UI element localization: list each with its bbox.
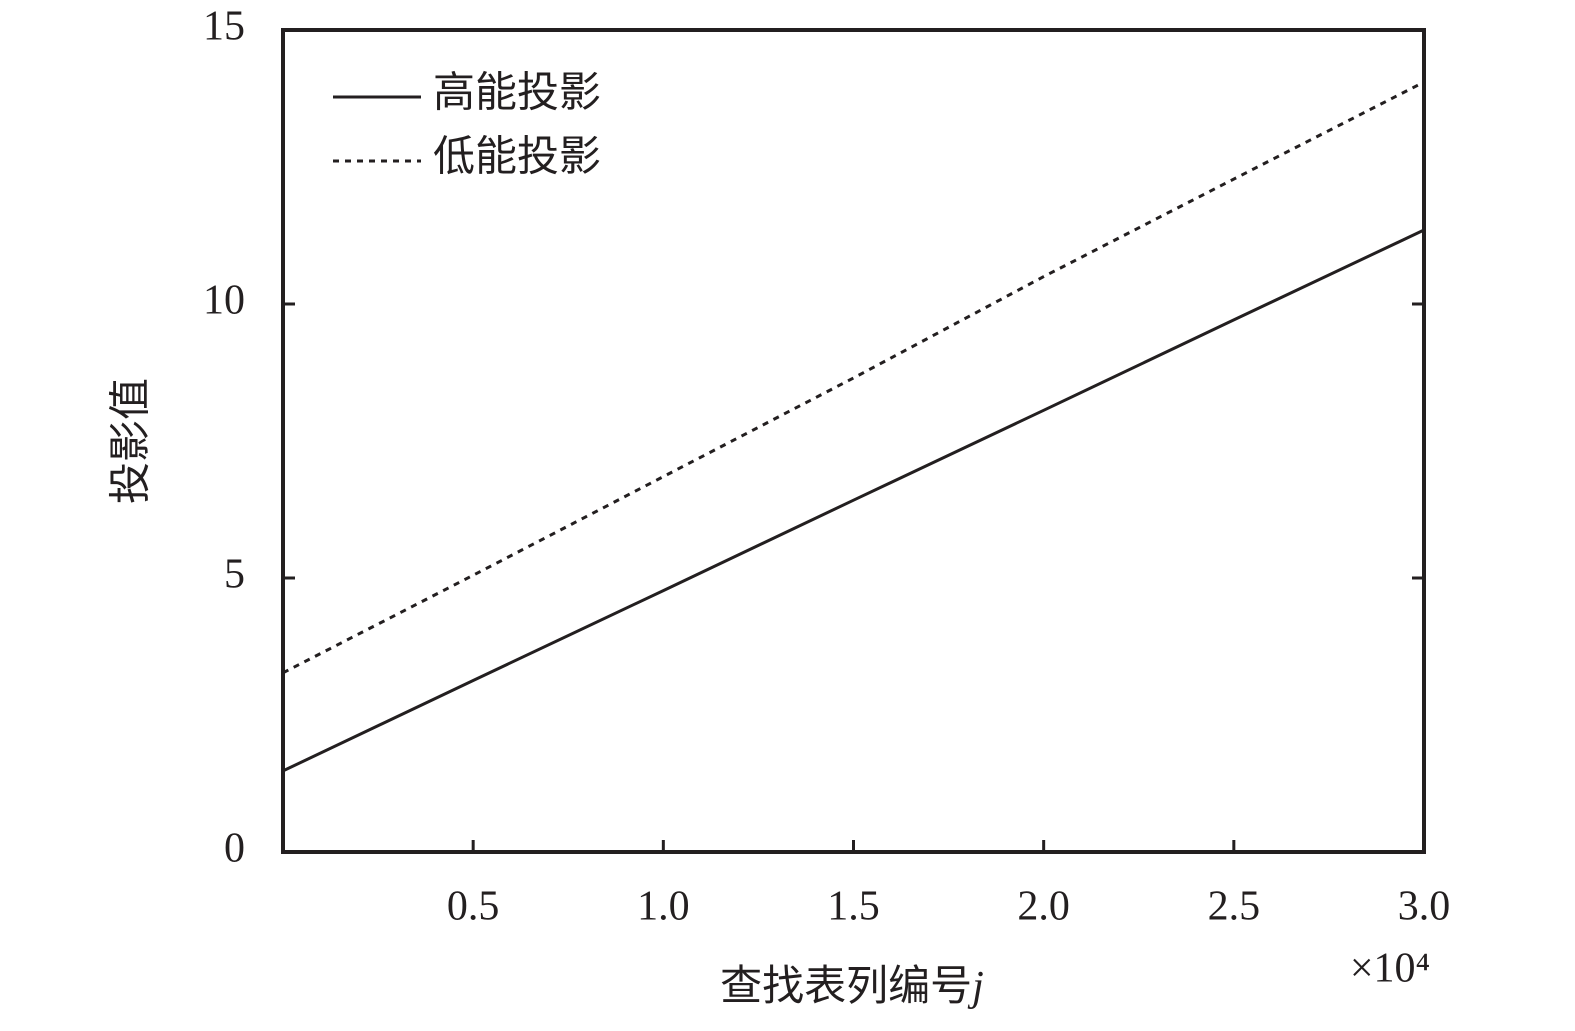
- x-axis-label-text: 查找表列编号: [720, 964, 972, 1010]
- y-tick-label: 5: [224, 552, 245, 598]
- series-line: [282, 228, 1425, 773]
- x-tick-label: 2.5: [1208, 884, 1261, 930]
- x-axis-label: 查找表列编号j: [720, 964, 984, 1010]
- legend-label: 高能投影: [433, 71, 601, 117]
- x-tick-label: 0.5: [447, 884, 500, 930]
- x-multiplier: ×10⁴: [1350, 946, 1430, 992]
- y-tick-label: 15: [203, 4, 245, 50]
- x-axis-label-symbol: j: [967, 964, 984, 1010]
- series-line: [282, 80, 1425, 675]
- x-tick-label: 1.5: [827, 884, 880, 930]
- y-axis-label: 投影值: [109, 378, 155, 504]
- x-tick-label: 1.0: [637, 884, 690, 930]
- x-tick-label: 3.0: [1398, 884, 1451, 930]
- y-tick-label: 10: [203, 278, 245, 324]
- x-tick-label: 2.0: [1017, 884, 1070, 930]
- legend-label: 低能投影: [433, 135, 601, 181]
- y-tick-label: 0: [224, 826, 245, 872]
